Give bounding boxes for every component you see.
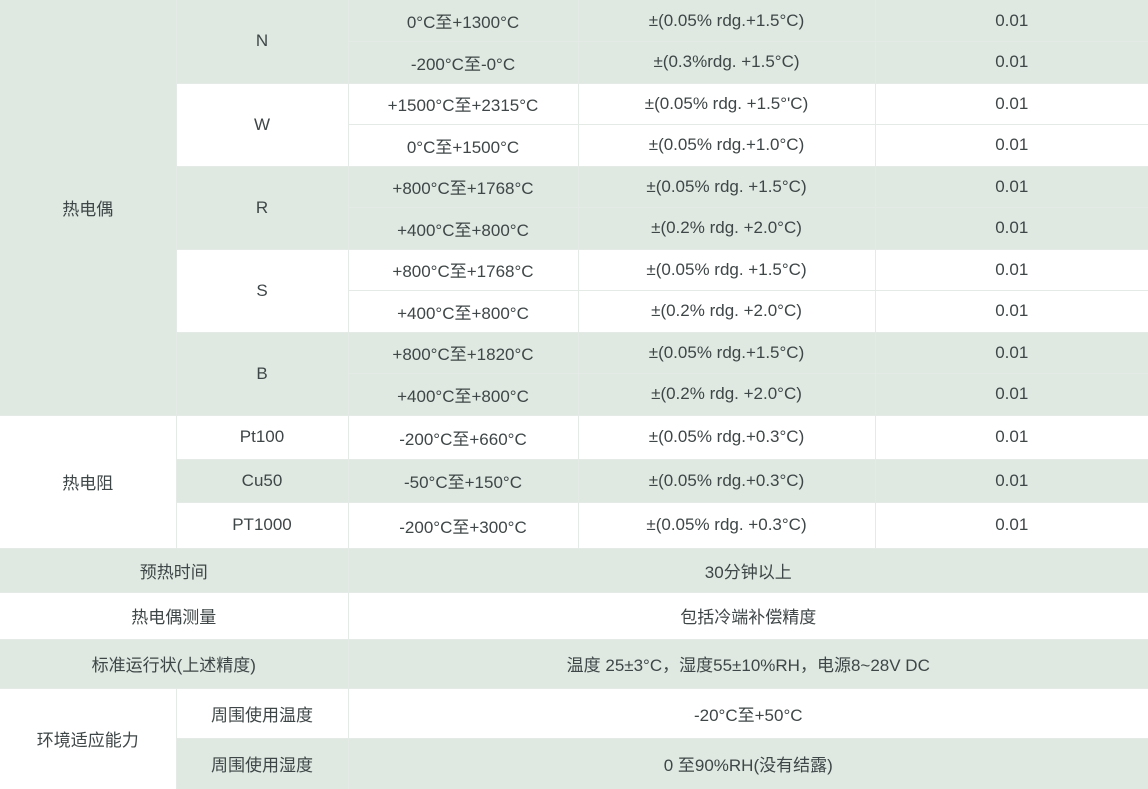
type-cell-r: R — [175, 165, 349, 250]
accuracy-cell: ±(0.3%rdg. +1.5°C) — [577, 41, 876, 84]
info-value-warmup-time: 30分钟以上 — [347, 547, 1148, 593]
env-label-ambient-temperature: 周围使用温度 — [175, 687, 349, 739]
range-cell: +800°C至+1768°C — [347, 165, 579, 208]
resolution-cell: 0.01 — [874, 290, 1148, 333]
range-cell: +400°C至+800°C — [347, 207, 579, 250]
range-cell: +400°C至+800°C — [347, 290, 579, 333]
type-cell-n: N — [175, 0, 349, 84]
resolution-cell: 0.01 — [874, 248, 1148, 291]
env-value-ambient-temperature: -20°C至+50°C — [347, 687, 1148, 739]
category-cell-rtd: 热电阻 — [0, 414, 177, 549]
range-cell: 0°C至+1500°C — [347, 124, 579, 167]
env-label-ambient-humidity: 周围使用湿度 — [175, 737, 349, 789]
resolution-cell: 0.01 — [874, 414, 1148, 460]
range-cell: +400°C至+800°C — [347, 373, 579, 416]
accuracy-cell: ±(0.2% rdg. +2.0°C) — [577, 207, 876, 250]
info-label-standard-operation: 标准运行状(上述精度) — [0, 638, 349, 689]
range-cell: -200°C至-0°C — [347, 41, 579, 84]
accuracy-cell: ±(0.05% rdg.+1.5°C) — [577, 331, 876, 374]
type-cell-s: S — [175, 248, 349, 333]
accuracy-cell: ±(0.05% rdg.+1.5°C) — [577, 0, 876, 42]
range-cell: +1500°C至+2315°C — [347, 82, 579, 125]
range-cell: -50°C至+150°C — [347, 458, 579, 503]
info-value-standard-operation: 温度 25±3°C，湿度55±10%RH，电源8~28V DC — [347, 638, 1148, 689]
resolution-cell: 0.01 — [874, 41, 1148, 84]
type-cell-pt100: Pt100 — [175, 414, 349, 460]
resolution-cell: 0.01 — [874, 331, 1148, 374]
category-cell-thermocouple: 热电偶 — [0, 0, 177, 416]
resolution-cell: 0.01 — [874, 124, 1148, 167]
resolution-cell: 0.01 — [874, 165, 1148, 208]
accuracy-cell: ±(0.2% rdg. +2.0°C) — [577, 373, 876, 416]
resolution-cell: 0.01 — [874, 373, 1148, 416]
resolution-cell: 0.01 — [874, 82, 1148, 125]
resolution-cell: 0.01 — [874, 207, 1148, 250]
accuracy-cell: ±(0.05% rdg.+1.0°C) — [577, 124, 876, 167]
accuracy-cell: ±(0.05% rdg. +1.5°C) — [577, 248, 876, 291]
env-value-ambient-humidity: 0 至90%RH(没有结露) — [347, 737, 1148, 789]
info-label-tc-measurement: 热电偶测量 — [0, 591, 349, 640]
range-cell: +800°C至+1820°C — [347, 331, 579, 374]
type-cell-pt1000: PT1000 — [175, 501, 349, 549]
accuracy-cell: ±(0.05% rdg. +1.5°C) — [577, 165, 876, 208]
range-cell: -200°C至+660°C — [347, 414, 579, 460]
info-value-tc-measurement: 包括冷端补偿精度 — [347, 591, 1148, 640]
accuracy-cell: ±(0.05% rdg.+0.3°C) — [577, 414, 876, 460]
range-cell: 0°C至+1300°C — [347, 0, 579, 42]
resolution-cell: 0.01 — [874, 0, 1148, 42]
accuracy-cell: ±(0.05% rdg. +0.3°C) — [577, 501, 876, 549]
accuracy-cell: ±(0.2% rdg. +2.0°C) — [577, 290, 876, 333]
range-cell: -200°C至+300°C — [347, 501, 579, 549]
resolution-cell: 0.01 — [874, 458, 1148, 503]
accuracy-cell: ±(0.05% rdg.+0.3°C) — [577, 458, 876, 503]
type-cell-w: W — [175, 82, 349, 167]
resolution-cell: 0.01 — [874, 501, 1148, 549]
info-label-warmup-time: 预热时间 — [0, 547, 349, 593]
type-cell-b: B — [175, 331, 349, 416]
type-cell-cu50: Cu50 — [175, 458, 349, 503]
range-cell: +800°C至+1768°C — [347, 248, 579, 291]
accuracy-cell: ±(0.05% rdg. +1.5°'C) — [577, 82, 876, 125]
category-cell-environment: 环境适应能力 — [0, 687, 177, 789]
